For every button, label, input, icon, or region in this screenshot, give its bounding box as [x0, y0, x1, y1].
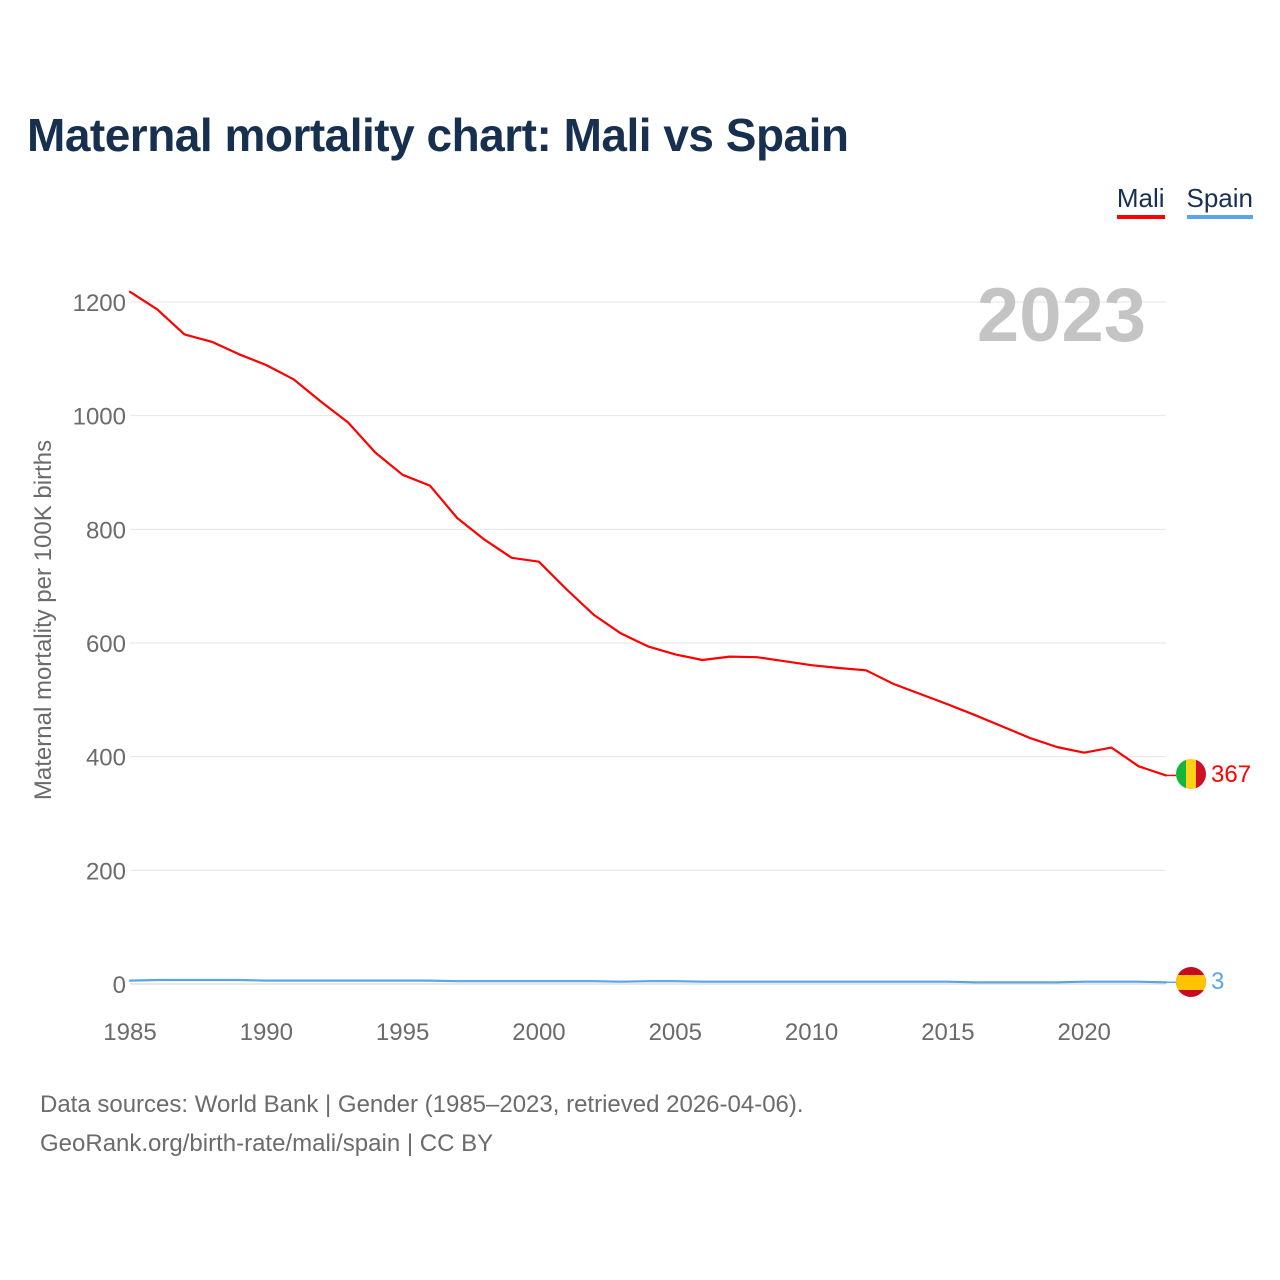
footer: Data sources: World Bank | Gender (1985–… [40, 1085, 804, 1163]
y-tick-label: 600 [86, 631, 126, 658]
y-tick-label: 400 [86, 745, 126, 772]
x-tick-label: 2015 [921, 1019, 974, 1046]
y-axis-label: Maternal mortality per 100K births [30, 440, 57, 800]
y-axis-ticks: 0 200 400 600 800 1000 1200 [73, 290, 126, 999]
x-tick-label: 1985 [103, 1019, 156, 1046]
y-tick-label: 800 [86, 517, 126, 544]
footer-line-2: GeoRank.org/birth-rate/mali/spain | CC B… [40, 1124, 804, 1163]
source-link[interactable]: GeoRank.org/birth-rate/mali/spain [40, 1130, 401, 1157]
y-tick-label: 1000 [73, 404, 126, 431]
x-tick-label: 2005 [649, 1019, 702, 1046]
legend-item-mali[interactable]: Mali [1116, 183, 1165, 219]
legend: Mali Spain [1116, 183, 1253, 219]
series-line-mali [128, 290, 1168, 777]
gridlines [130, 301, 1166, 985]
x-tick-label: 2010 [785, 1019, 838, 1046]
spain-flag-icon [1176, 967, 1206, 997]
data-source-text: Data sources: World Bank | Gender (1985–… [40, 1091, 804, 1118]
x-tick-label: 1995 [376, 1019, 429, 1046]
y-tick-label: 0 [113, 972, 126, 999]
x-tick-label: 2020 [1058, 1019, 1111, 1046]
y-tick-label: 1200 [73, 290, 126, 317]
mali-end-value: 367 [1211, 761, 1251, 788]
series-lines [128, 290, 1176, 984]
spain-end-value: 3 [1211, 968, 1224, 995]
page-title: Maternal mortality chart: Mali vs Spain [27, 109, 849, 161]
y-tick-label: 200 [86, 858, 126, 885]
x-axis-ticks: 1985 1990 1995 2000 2005 2010 2015 2020 [103, 1019, 1111, 1046]
legend-item-spain[interactable]: Spain [1186, 183, 1253, 219]
license-text: | CC BY [400, 1130, 494, 1157]
series-line-spain [128, 978, 1168, 984]
x-tick-label: 1990 [240, 1019, 293, 1046]
year-watermark: 2023 [977, 273, 1146, 358]
x-tick-label: 2000 [512, 1019, 565, 1046]
mali-flag-icon [1176, 759, 1206, 789]
